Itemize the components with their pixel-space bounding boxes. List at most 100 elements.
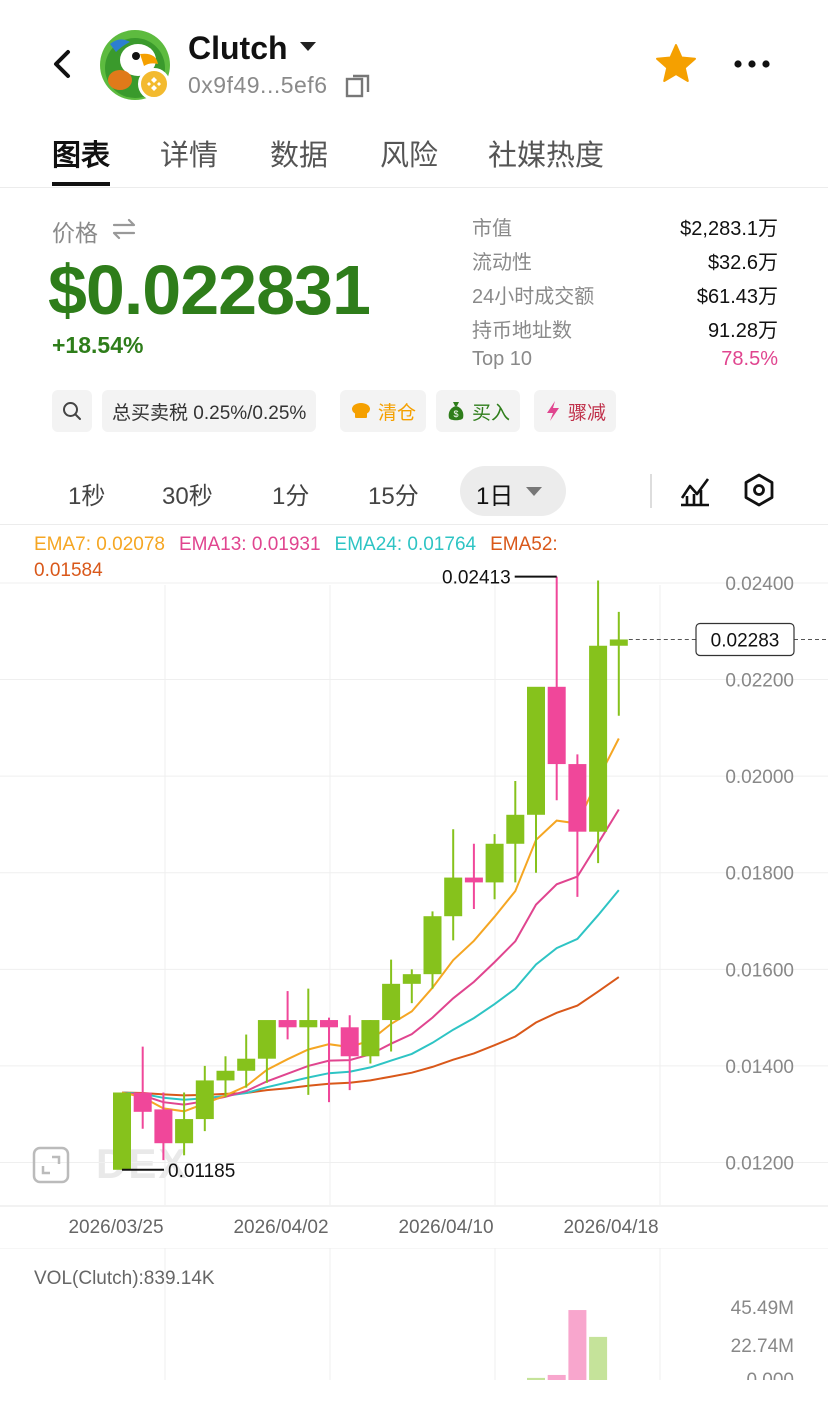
candle-body — [320, 1020, 338, 1028]
chef-hat-icon — [352, 403, 370, 418]
tab-risk[interactable]: 风险 — [380, 140, 439, 172]
candlestick-chart[interactable]: 0.02400 0.02200 0.02000 0.01800 0.01600 0.014… — [0, 525, 828, 1247]
timeframe-divider — [650, 474, 652, 508]
stat-holders-label: 持币地址数 — [472, 320, 572, 342]
x-tick-label: 2026/04/02 — [233, 1217, 328, 1238]
stat-volume-24h-label: 24小时成交额 — [472, 286, 595, 308]
candle-body — [361, 1020, 380, 1057]
clear-position-chip[interactable]: 清仓 — [340, 390, 427, 432]
candle-body — [257, 1020, 276, 1059]
x-tick-label: 2026/03/25 — [68, 1217, 163, 1238]
ema7-label: EMA7: 0.02078 — [34, 534, 165, 555]
candle-body — [568, 764, 587, 832]
stat-top10-value: 78.5% — [721, 348, 778, 370]
candle-body — [444, 877, 463, 917]
tab-social-heat[interactable]: 社媒热度 — [488, 140, 605, 172]
x-tick-label: 2026/04/10 — [398, 1217, 493, 1238]
tax-chip[interactable]: 总买卖税 0.25%/0.25% — [102, 390, 317, 432]
tab-details[interactable]: 详情 — [160, 140, 219, 172]
settings-icon[interactable] — [742, 472, 776, 508]
candle-body — [216, 1070, 235, 1081]
candle-body — [464, 877, 483, 883]
y-tick-label: 0.01800 — [725, 864, 794, 885]
stat-volume-24h-value: $61.43万 — [696, 286, 778, 308]
timeframe-30s[interactable]: 30秒 — [162, 483, 213, 510]
crash-chip[interactable]: 骤减 — [534, 390, 617, 432]
stat-holders-value: 91.28万 — [707, 320, 778, 342]
ema24-label: EMA24: 0.01764 — [334, 534, 477, 555]
candle-body — [547, 686, 566, 765]
candle-body — [299, 1020, 318, 1028]
y-tick-label: 0.01400 — [725, 1057, 794, 1078]
current-price: $0.022831 — [48, 251, 371, 329]
copy-icon[interactable] — [344, 72, 372, 100]
tab-bar: 图表 详情 数据 风险 社媒热度 — [0, 120, 828, 188]
active-tab-underline — [52, 182, 110, 186]
candle-body — [195, 1080, 214, 1120]
timeframe-active-pill — [460, 466, 566, 516]
ema13-label: EMA13: 0.01931 — [178, 534, 321, 555]
clear-position-label: 清仓 — [378, 402, 417, 424]
candle-body — [278, 1020, 297, 1028]
candle-body — [485, 843, 504, 883]
buy-chip[interactable]: $ 买入 — [436, 390, 521, 432]
volume-bar — [568, 1310, 587, 1380]
high-label: 0.02413 — [442, 568, 511, 589]
candle-body — [423, 916, 442, 975]
low-label: 0.01185 — [168, 1161, 235, 1182]
timeframe-dropdown-caret-icon[interactable] — [526, 487, 542, 496]
x-tick-label: 2026/04/18 — [563, 1217, 658, 1238]
volume-bar — [589, 1336, 608, 1380]
tab-chart[interactable]: 图表 — [52, 140, 111, 172]
y-tick-label: 0.02400 — [725, 574, 794, 595]
candle-body — [506, 814, 525, 844]
crash-label: 骤减 — [568, 402, 607, 424]
money-bag-icon: $ — [448, 402, 464, 421]
price-change: +18.54% — [52, 332, 144, 358]
stat-market-cap-label: 市值 — [472, 218, 512, 240]
candle-body — [175, 1119, 194, 1144]
volume-bar — [527, 1377, 545, 1380]
stat-liquidity-label: 流动性 — [472, 252, 532, 274]
candle-body — [609, 639, 628, 646]
timeframe-1s[interactable]: 1秒 — [68, 483, 106, 510]
stat-market-cap-value: $2,283.1万 — [680, 218, 778, 240]
token-dropdown-caret-icon[interactable] — [300, 42, 316, 51]
buy-label: 买入 — [472, 402, 511, 424]
expand-icon[interactable] — [32, 1146, 70, 1184]
ema-legend: EMA7: 0.02078 EMA13: 0.01931 EMA24: 0.0176… — [34, 532, 634, 584]
timeframe-15m[interactable]: 15分 — [368, 483, 419, 510]
token-name[interactable]: Clutch — [188, 30, 288, 66]
stat-row: 流动性 $32.6万 — [472, 244, 778, 278]
current-price-tag-label: 0.02283 — [711, 630, 780, 651]
y-tick-label: 0.01200 — [725, 1154, 794, 1175]
header: Clutch 0x9f49...5ef6 — [0, 0, 828, 120]
token-stats: 市值 $2,283.1万 流动性 $32.6万 24小时成交额 $61.43万 … — [472, 210, 778, 380]
search-icon — [63, 402, 81, 420]
candle-body — [589, 645, 608, 832]
y-tick-label: 0.02200 — [725, 671, 794, 692]
timeframe-selector: 1秒 30秒 1分 15分 1日 — [0, 464, 828, 520]
timeframe-1d[interactable]: 1日 — [476, 483, 514, 510]
more-options-icon[interactable] — [730, 52, 774, 76]
volume-axis-label: 0.000 — [746, 1370, 794, 1380]
favorite-star-icon[interactable] — [654, 42, 698, 86]
candle-body — [382, 983, 401, 1021]
candle-body — [154, 1109, 173, 1144]
stat-row: 持币地址数 91.28万 — [472, 312, 778, 346]
timeframe-1m[interactable]: 1分 — [272, 483, 310, 510]
indicator-icon[interactable] — [678, 474, 712, 508]
lightning-icon — [547, 401, 559, 421]
back-arrow-icon[interactable] — [46, 44, 82, 84]
candle-body — [340, 1027, 359, 1057]
stat-row: 24小时成交额 $61.43万 — [472, 278, 778, 312]
volume-axis-label: 45.49M — [731, 1298, 794, 1319]
chart-top-border — [0, 524, 828, 525]
tab-data[interactable]: 数据 — [270, 140, 329, 172]
stat-top10-label: Top 10 — [472, 348, 533, 370]
token-address: 0x9f49...5ef6 — [188, 72, 328, 98]
candle-body — [237, 1058, 256, 1071]
swap-icon[interactable] — [110, 218, 138, 240]
volume-chart: 45.49M 22.74M 0.000 — [0, 1248, 828, 1380]
search-chip[interactable] — [52, 390, 92, 432]
